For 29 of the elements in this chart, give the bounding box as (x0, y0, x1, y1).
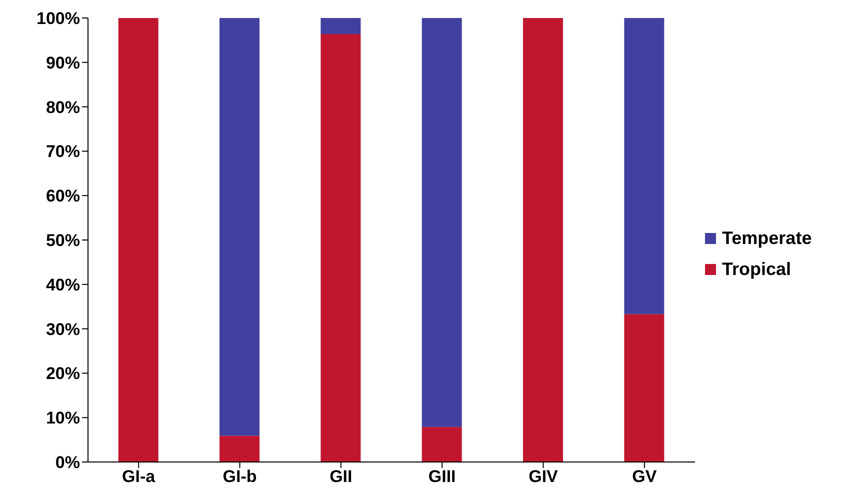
y-tick-label: 20% (46, 364, 80, 384)
bar (320, 18, 361, 34)
bar (118, 18, 158, 462)
legend-label: Tropical (722, 258, 792, 280)
bar (220, 436, 260, 462)
x-tick-label: GI-a (122, 467, 156, 486)
legend-label: Temperate (722, 228, 812, 248)
x-tick-label: GIII (428, 467, 456, 486)
x-tick-label: GII (330, 467, 352, 486)
y-tick-label: 40% (46, 275, 80, 294)
bar (422, 426, 462, 462)
bar (220, 18, 260, 436)
y-tick-label: 30% (46, 320, 80, 339)
y-tick-label: 80% (46, 98, 80, 117)
x-tick-label: GV (632, 467, 658, 486)
bar (624, 314, 664, 462)
y-tick-label: 0% (55, 453, 80, 472)
bar (523, 18, 564, 462)
y-tick-label: 50% (46, 231, 80, 250)
y-tick-label: 70% (46, 142, 80, 162)
y-tick-label: 60% (46, 186, 80, 206)
bar (320, 34, 361, 462)
y-tick-label: 90% (46, 53, 80, 72)
bar (624, 18, 664, 314)
y-tick-label: 100% (36, 9, 80, 28)
bar (422, 18, 462, 427)
x-tick-label: GI-b (222, 467, 257, 486)
x-tick-label: GIV (528, 467, 559, 486)
y-tick-label: 10% (46, 408, 80, 428)
